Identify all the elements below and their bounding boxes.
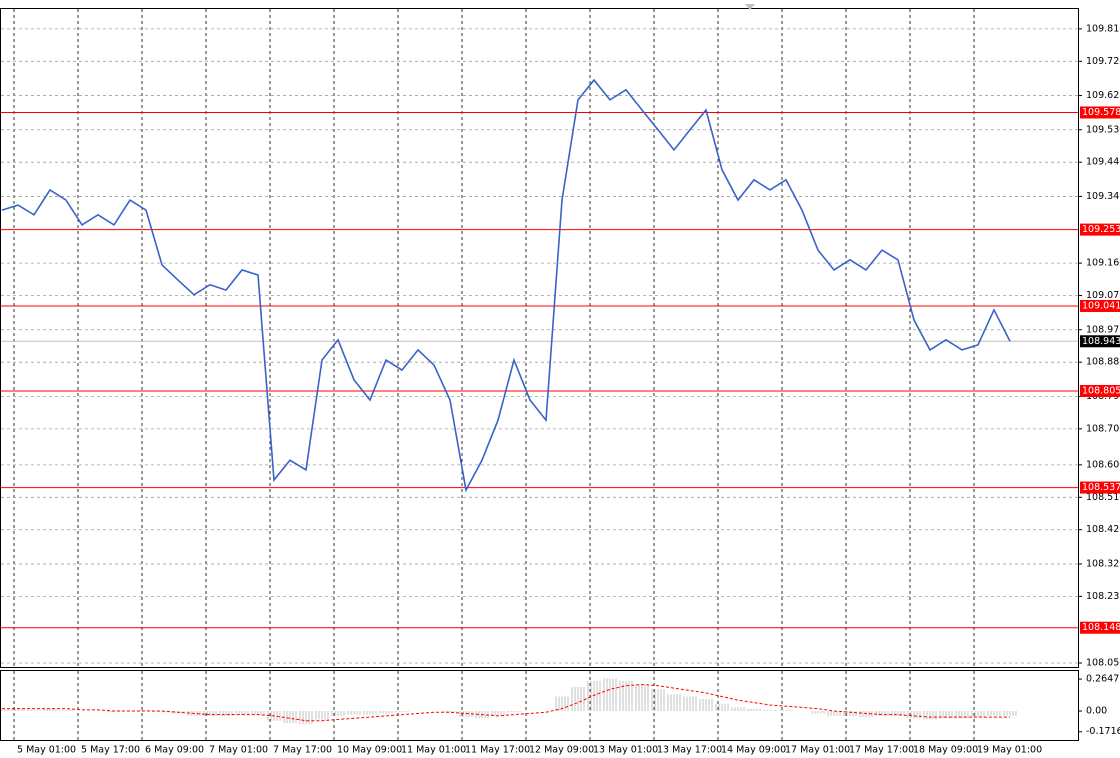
level-label-box xyxy=(1080,385,1120,398)
y-tick-label: 109.440 xyxy=(1086,157,1120,168)
x-tick-label: 5 May 01:00 xyxy=(17,745,76,756)
x-tick-label: 11 May 17:00 xyxy=(465,745,530,756)
y-tick-label: 109.160 xyxy=(1086,258,1120,269)
y-tick-label: 108.700 xyxy=(1086,423,1120,434)
y-tick-label: 108.050 xyxy=(1086,658,1120,669)
y-tick-label: 109.625 xyxy=(1086,90,1120,101)
x-tick-label: 10 May 09:00 xyxy=(337,745,402,756)
level-label: 108.537 xyxy=(1082,482,1120,493)
y-tick-label: 108.420 xyxy=(1086,524,1120,535)
y-tick-label: 108.510 xyxy=(1086,492,1120,503)
level-label-box xyxy=(1080,223,1120,236)
x-tick-label: 14 May 09:00 xyxy=(721,745,786,756)
level-label-box xyxy=(1080,621,1120,634)
price-line xyxy=(1,78,1011,493)
last-price-box xyxy=(1080,335,1120,348)
x-tick-label: 13 May 01:00 xyxy=(593,745,658,756)
y-tick-label: 109.530 xyxy=(1086,124,1120,135)
last-price-label: 108.943 xyxy=(1082,336,1120,347)
y-tick-label: 108.600 xyxy=(1086,459,1120,470)
y-tick-label: 109.810 xyxy=(1086,23,1120,34)
shift-marker xyxy=(745,4,755,10)
level-label: 109.041 xyxy=(1082,300,1120,311)
y-tick-label: 109.720 xyxy=(1086,56,1120,67)
y-tick-label: 109.345 xyxy=(1086,191,1120,202)
level-label: 109.578 xyxy=(1082,107,1120,118)
level-label-box xyxy=(1080,481,1120,494)
level-label-box xyxy=(1080,106,1120,119)
y-tick-label: 108.975 xyxy=(1086,324,1120,335)
y-tick-label: 0.00 xyxy=(1086,706,1107,717)
level-label: 108.148 xyxy=(1082,622,1120,633)
x-tick-label: 12 May 09:00 xyxy=(529,745,594,756)
sub-frame xyxy=(0,670,1079,741)
x-tick-label: 11 May 01:00 xyxy=(401,745,466,756)
x-tick-label: 7 May 17:00 xyxy=(273,745,332,756)
x-tick-label: 13 May 17:00 xyxy=(657,745,722,756)
main-frame xyxy=(0,8,1079,668)
y-tick-label: 0.2647 xyxy=(1086,674,1119,685)
y-tick-label: 109.070 xyxy=(1086,290,1120,301)
y-tick-label: 108.235 xyxy=(1086,591,1120,602)
x-tick-label: 6 May 09:00 xyxy=(145,745,204,756)
y-tick-label: 108.325 xyxy=(1086,558,1120,569)
x-tick-label: 18 May 09:00 xyxy=(913,745,978,756)
y-tick-label: 108.885 xyxy=(1086,357,1120,368)
level-label: 109.253 xyxy=(1082,224,1120,235)
level-label-box xyxy=(1080,299,1120,312)
x-tick-label: 19 May 01:00 xyxy=(977,745,1042,756)
signal-line xyxy=(2,683,1010,722)
x-tick-label: 5 May 17:00 xyxy=(81,745,140,756)
x-tick-label: 17 May 17:00 xyxy=(849,745,914,756)
level-label: 108.805 xyxy=(1082,386,1120,397)
x-tick-label: 17 May 01:00 xyxy=(785,745,850,756)
x-tick-label: 7 May 01:00 xyxy=(209,745,268,756)
y-tick-label: -0.1716 xyxy=(1086,726,1120,737)
